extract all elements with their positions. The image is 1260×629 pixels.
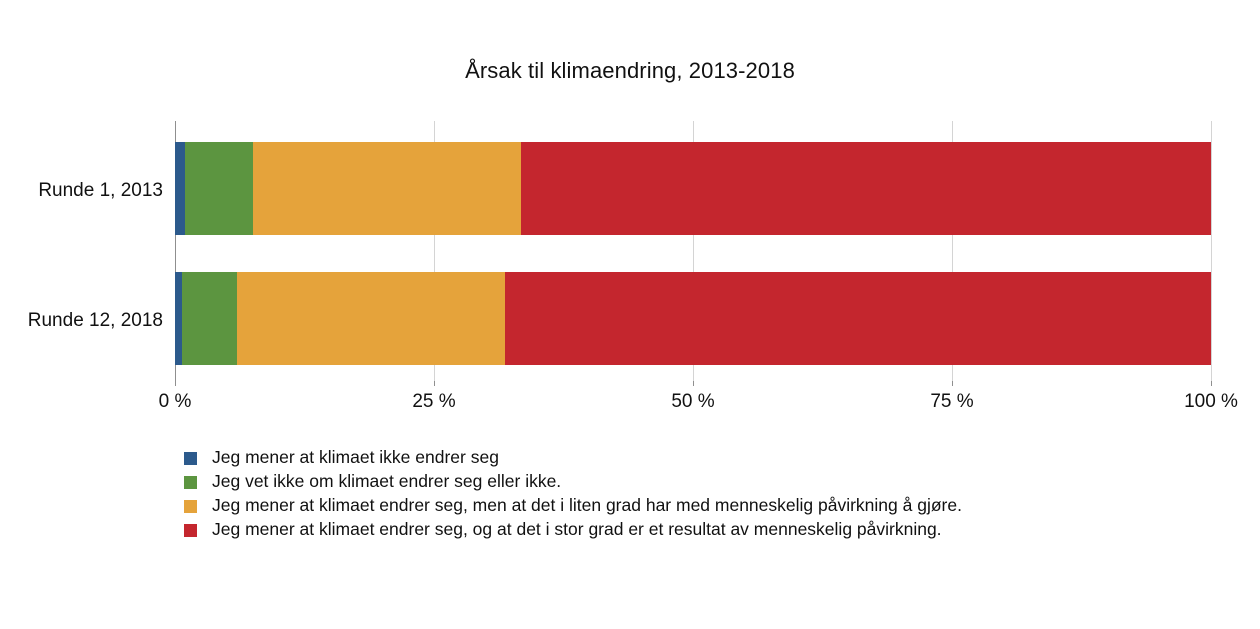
gridline-75 bbox=[952, 121, 953, 381]
x-axis-tick-label: 25 % bbox=[412, 391, 456, 412]
tick-mark-75 bbox=[952, 381, 953, 386]
legend-label: Jeg mener at klimaet ikke endrer seg bbox=[212, 447, 499, 468]
tick-mark-50 bbox=[693, 381, 694, 386]
y-axis-line bbox=[175, 121, 176, 381]
legend-swatch-icon bbox=[184, 499, 197, 513]
x-axis-tick-label: 75 % bbox=[930, 391, 974, 412]
bar-segment[interactable] bbox=[175, 142, 186, 235]
bar-segment[interactable] bbox=[237, 272, 506, 365]
tick-mark-25 bbox=[434, 381, 435, 386]
legend-item[interactable]: Jeg mener at klimaet endrer seg, og at d… bbox=[184, 518, 1184, 542]
tick-mark-0 bbox=[175, 381, 176, 386]
legend-label: Jeg mener at klimaet endrer seg, og at d… bbox=[212, 519, 942, 540]
legend-swatch-icon bbox=[184, 523, 197, 537]
bar-segment[interactable] bbox=[185, 142, 253, 235]
legend-item[interactable]: Jeg mener at klimaet ikke endrer seg bbox=[184, 446, 1184, 470]
chart-title: Årsak til klimaendring, 2013-2018 bbox=[465, 58, 795, 83]
x-axis-tick-label: 50 % bbox=[671, 391, 715, 412]
bar-segment[interactable] bbox=[252, 142, 521, 235]
bar-segment[interactable] bbox=[175, 272, 183, 365]
bar-group bbox=[175, 142, 1211, 235]
y-axis-label: Runde 12, 2018 bbox=[27, 310, 163, 331]
gridline-25 bbox=[434, 121, 435, 381]
plot-area bbox=[175, 121, 1212, 386]
chart-legend: Jeg mener at klimaet ikke endrer seg Jeg … bbox=[184, 446, 1184, 542]
legend-swatch-icon bbox=[184, 475, 197, 489]
legend-label: Jeg vet ikke om klimaet endrer seg eller… bbox=[212, 471, 562, 492]
x-axis-tick-label: 0 % bbox=[158, 391, 192, 412]
tick-mark-100 bbox=[1211, 381, 1212, 386]
x-axis-tick-label: 100 % bbox=[1184, 391, 1238, 412]
bar-group bbox=[175, 272, 1211, 365]
legend-item[interactable]: Jeg vet ikke om klimaet endrer seg eller… bbox=[184, 470, 1184, 494]
gridline-100 bbox=[1211, 121, 1212, 381]
bar-segment[interactable] bbox=[505, 272, 1211, 365]
gridline-50 bbox=[693, 121, 694, 381]
legend-item[interactable]: Jeg mener at klimaet endrer seg, men at … bbox=[184, 494, 1184, 518]
bar-segment[interactable] bbox=[182, 272, 238, 365]
legend-swatch-icon bbox=[184, 451, 197, 465]
legend-label: Jeg mener at klimaet endrer seg, men at … bbox=[212, 495, 962, 516]
bar-segment[interactable] bbox=[521, 142, 1211, 235]
y-axis-label: Runde 1, 2013 bbox=[38, 180, 163, 201]
